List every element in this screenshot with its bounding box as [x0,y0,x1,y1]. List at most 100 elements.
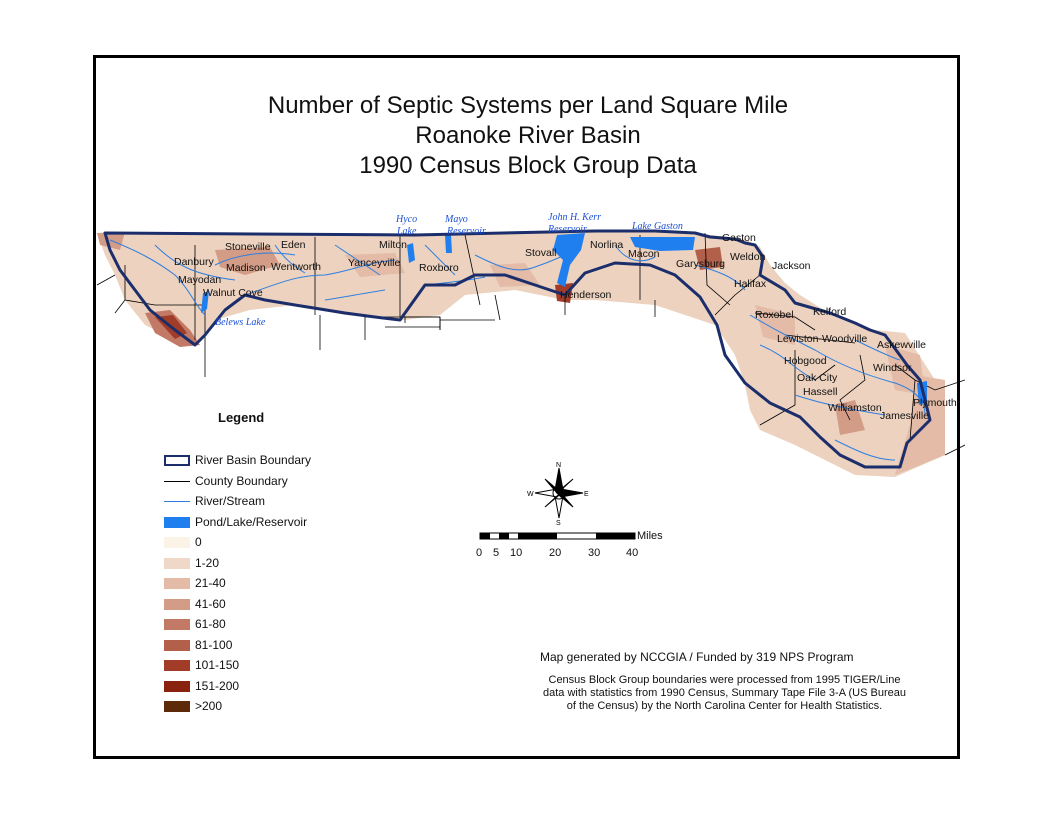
scale-unit: Miles [637,530,663,542]
scale-tick: 10 [510,547,522,559]
color-swatch [164,681,190,692]
city-label: Norlina [590,239,623,251]
legend-item: 21-40 [162,575,362,591]
compass-east-label: E [584,491,589,498]
mayo-reservoir [445,235,452,253]
city-label: Garysburg [676,258,725,270]
legend-label: 41-60 [195,597,226,611]
basin-fill [97,231,945,477]
water-label: Reservoir [547,224,587,235]
density-patch [97,232,125,250]
city-label: Hobgood [784,355,827,367]
city-label: Weldon [730,251,766,263]
map-data-source-title: 1990 Census Block Group Data [359,152,697,179]
water-label: Reservoir [446,226,486,237]
water-label: Lake Gaston [631,221,683,232]
scale-tick: 0 [476,547,482,559]
city-label: Oak City [797,372,838,384]
legend-title: Legend [218,410,265,425]
scale-tick: 20 [549,547,561,559]
city-label: Milton [379,239,407,251]
data-source-note: Census Block Group boundaries were proce… [497,674,952,713]
city-label: Walnut Cove [203,287,263,299]
city-label: Kelford [813,306,846,318]
city-label: Wentworth [271,261,321,273]
legend-item: River/Stream [162,493,362,509]
city-label: Plymouth [913,397,957,409]
compass-south-label: S [556,520,561,526]
density-patch [345,253,405,277]
legend-label: River Basin Boundary [195,453,312,467]
water-label: Hyco [395,214,417,225]
note-line: data with statistics from 1990 Census, S… [543,687,906,699]
density-patch [835,400,865,435]
color-swatch [164,619,190,630]
legend-label: River/Stream [195,494,266,508]
compass-star-icon [534,467,584,519]
city-label: Madison [226,262,266,274]
legend-item: 101-150 [162,657,362,673]
city-label: Windsor [873,362,912,374]
hyco-lake [407,243,415,263]
city-label: Halifax [734,278,767,290]
note-line: Census Block Group boundaries were proce… [548,674,901,686]
color-swatch [164,558,190,569]
city-label: Roxboro [419,262,459,274]
lake-gaston [630,237,695,251]
note-line: of the Census) by the North Carolina Cen… [566,700,883,712]
legend-item: 81-100 [162,637,362,653]
city-label: Macon [628,248,660,260]
water-label: Mayo [444,214,468,225]
legend-label: >200 [195,699,223,713]
city-label: Lewiston-Woodville [777,333,867,345]
city-label: Stoneville [225,241,271,253]
city-label: Williamston [828,402,882,414]
river-basin-boundary [103,229,932,469]
legend-label: 61-80 [195,617,226,631]
basin-boundary-symbol [164,455,190,466]
city-label: Danbury [174,256,214,268]
legend-item: 151-200 [162,678,362,694]
legend-label: 21-40 [195,576,226,590]
density-patch [555,283,573,303]
legend-item: 1-20 [162,555,362,571]
scale-tick: 5 [493,547,499,559]
legend-label: Pond/Lake/Reservoir [195,515,308,529]
rivers-streams [109,239,926,461]
compass-north-label: N [556,462,561,469]
north-arrow-compass: N S E W [527,462,589,526]
density-patch [695,247,723,270]
legend-label: 1-20 [195,556,220,570]
city-label: Askewville [877,339,926,351]
county-boundaries [96,232,965,456]
density-patch [895,375,945,475]
city-label: Eden [281,239,306,251]
city-label: Gaston [722,232,756,244]
color-swatch [164,537,190,548]
legend-item: 0 [162,534,362,550]
county-boundary-symbol [164,481,190,482]
legend-item: >200 [162,698,362,714]
color-swatch [164,599,190,610]
city-label: Jamesville [880,410,929,422]
legend-label: County Boundary [195,474,288,488]
map-frame [93,55,960,759]
credit-line: Map generated by NCCGIA / Funded by 319 … [540,650,854,664]
legend-label: 101-150 [195,658,240,672]
city-label: Mayodan [178,274,221,286]
legend-item: 41-60 [162,596,362,612]
city-label: Roxobel [755,309,794,321]
city-label: Henderson [560,289,612,301]
basin-map: Danbury Mayodan Walnut Cove Stoneville E… [96,212,965,477]
map-title: Number of Septic Systems per Land Square… [267,92,789,119]
legend-item: County Boundary [162,473,362,489]
legend-label: 151-200 [195,679,240,693]
lakes-reservoirs [201,233,927,405]
color-swatch [164,701,190,712]
legend-item: Pond/Lake/Reservoir [162,514,362,530]
lake-swatch [164,517,190,528]
color-swatch [164,640,190,651]
legend-item: 61-80 [162,616,362,632]
city-label: Stovall [525,247,557,259]
color-swatch [164,578,190,589]
